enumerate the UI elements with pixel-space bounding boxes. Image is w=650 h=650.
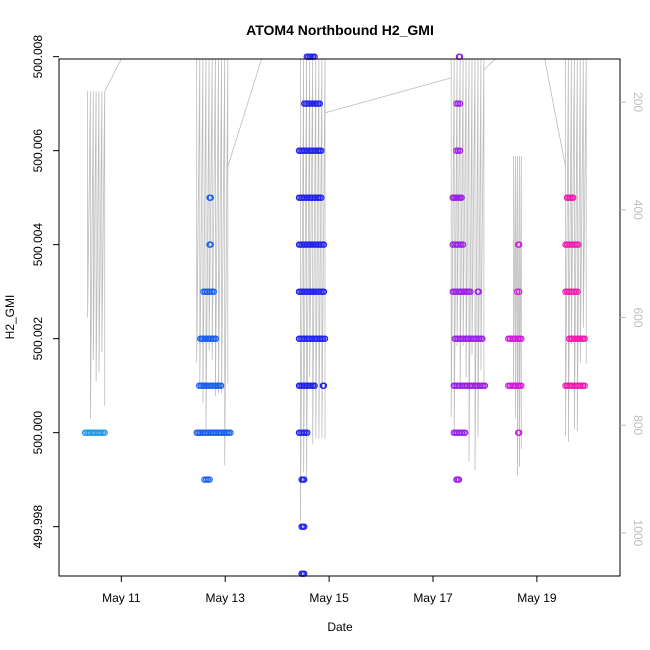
- data-point: [320, 241, 328, 248]
- data-point: [318, 194, 325, 201]
- altitude-connector: [483, 58, 496, 71]
- data-point: [206, 476, 213, 483]
- altitude-trace: [87, 58, 587, 521]
- y-tick-label: 499.998: [31, 505, 45, 549]
- data-point: [574, 288, 581, 295]
- data-point: [301, 476, 308, 483]
- y-tick-label: 500.008: [31, 35, 45, 79]
- data-point: [518, 335, 525, 342]
- data-point: [227, 429, 234, 436]
- altitude-connector: [104, 58, 122, 92]
- altitude-segment: [300, 58, 326, 521]
- data-point: [570, 194, 577, 201]
- data-point: [516, 241, 523, 248]
- y2-tick-label: 800: [631, 415, 645, 435]
- y-axis-label: H2_GMI: [3, 295, 17, 340]
- altitude-connector: [324, 77, 452, 114]
- data-point: [581, 382, 588, 389]
- y-axis-right: 200 400 600 800 1000: [620, 92, 645, 547]
- data-point: [479, 335, 486, 342]
- plot-frame: [58, 58, 621, 577]
- data-point: [304, 429, 311, 436]
- y2-tick-label: 1000: [631, 520, 645, 547]
- x-tick-label: May 19: [517, 591, 557, 605]
- data-point: [516, 288, 523, 295]
- x-axis: May 11 May 13 May 15 May 17 May 19: [102, 576, 557, 605]
- x-tick-label: May 17: [413, 591, 453, 605]
- data-point: [101, 429, 108, 436]
- y-tick-label: 500.000: [31, 411, 45, 455]
- data-point: [462, 429, 469, 436]
- data-point: [455, 476, 463, 483]
- data-point: [301, 523, 308, 530]
- data-point: [516, 429, 523, 436]
- y-tick-label: 500.006: [31, 129, 45, 173]
- data-point: [210, 288, 217, 295]
- altitude-segment: [450, 58, 485, 471]
- y2-tick-label: 200: [631, 92, 645, 112]
- data-point: [467, 288, 474, 295]
- y2-tick-label: 400: [631, 200, 645, 220]
- data-point: [575, 241, 582, 248]
- data-point: [458, 194, 465, 201]
- y-axis-left: 499.998 500.000 500.002 500.004 500.006 500.0…: [31, 35, 59, 549]
- altitude-segment: [513, 155, 522, 476]
- y-tick-label: 500.002: [31, 317, 45, 361]
- data-point: [513, 288, 521, 295]
- data-point: [217, 382, 225, 389]
- altitude-segment: [196, 58, 229, 466]
- altitude-connector: [544, 58, 566, 167]
- data-point: [207, 194, 214, 201]
- data-point: [456, 147, 464, 154]
- data-point: [475, 288, 482, 295]
- data-point: [212, 335, 220, 342]
- altitude-segment: [87, 91, 106, 419]
- x-tick-label: May 15: [309, 591, 349, 605]
- chart-title: ATOM4 Northbound H2_GMI: [246, 22, 434, 38]
- data-point: [581, 335, 588, 342]
- data-point: [518, 382, 525, 389]
- data-point: [456, 100, 464, 107]
- x-tick-label: May 13: [206, 591, 246, 605]
- data-point: [316, 100, 323, 107]
- y2-tick-label: 600: [631, 307, 645, 327]
- altitude-connector: [227, 58, 262, 167]
- data-point: [321, 335, 329, 342]
- y-tick-label: 500.004: [31, 223, 45, 267]
- data-point: [459, 241, 467, 248]
- data-point: [320, 382, 328, 389]
- x-tick-label: May 11: [102, 591, 141, 605]
- data-point: [207, 241, 214, 248]
- data-point: [318, 147, 325, 154]
- data-point: [481, 382, 489, 389]
- data-points: [81, 53, 588, 577]
- x-axis-label: Date: [327, 620, 353, 634]
- data-point: [320, 288, 328, 295]
- data-point: [311, 382, 318, 389]
